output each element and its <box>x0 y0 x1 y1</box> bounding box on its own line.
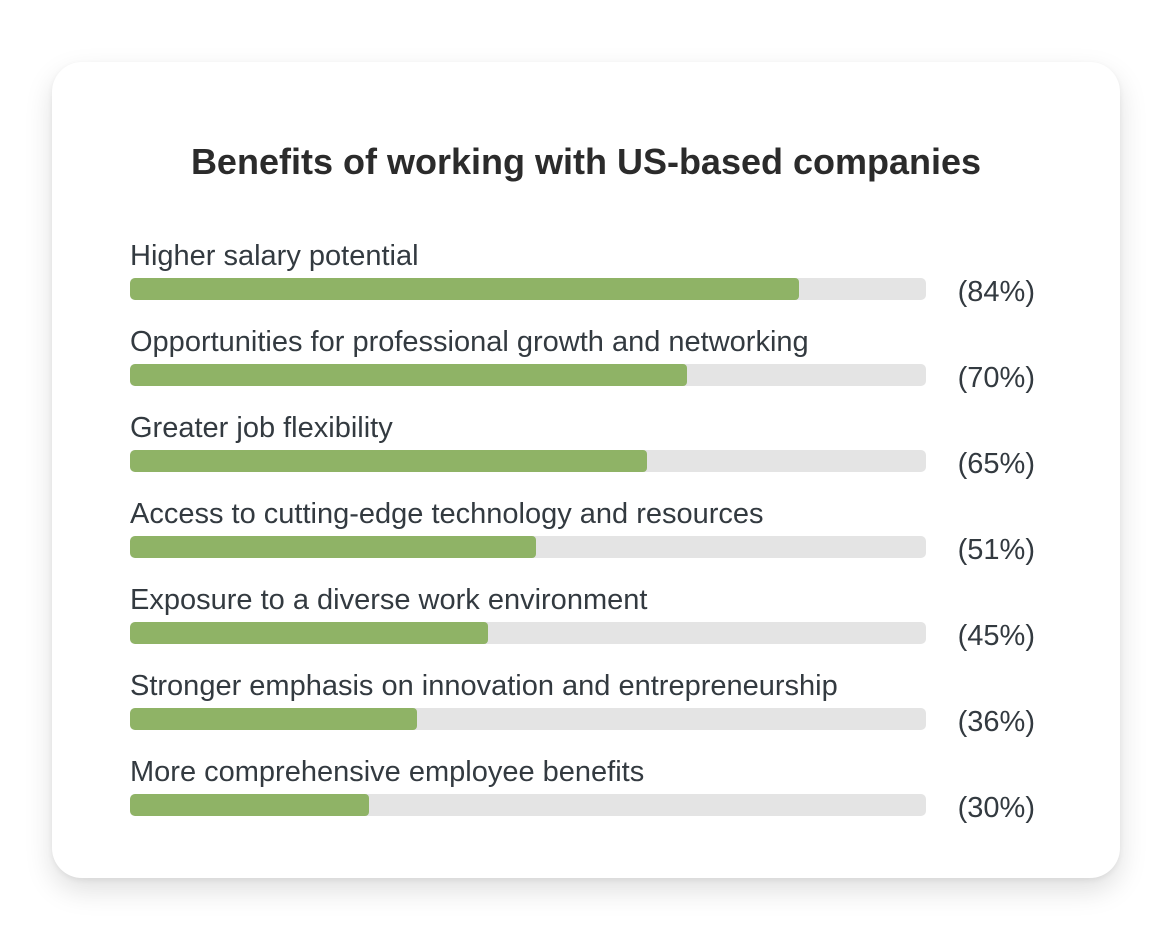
bar-item: More comprehensive employee benefits (30%… <box>130 754 1090 840</box>
bar-track <box>130 622 926 644</box>
bar-label: Access to cutting-edge technology and re… <box>130 498 764 530</box>
bar-item: Higher salary potential (84%) <box>130 238 1090 324</box>
chart-card: Benefits of working with US-based compan… <box>52 62 1120 878</box>
bar-fill <box>130 708 417 730</box>
bar-track <box>130 278 926 300</box>
bar-value-label: (45%) <box>957 620 1035 652</box>
bar-track <box>130 708 926 730</box>
bar-fill <box>130 278 799 300</box>
bar-label: Stronger emphasis on innovation and entr… <box>130 670 838 702</box>
bar-label: Higher salary potential <box>130 240 419 272</box>
bar-fill <box>130 364 688 386</box>
bar-item: Exposure to a diverse work environment (4… <box>130 582 1090 668</box>
bar-list: Higher salary potential (84%) Opportunitie… <box>130 238 1090 840</box>
bar-fill <box>130 622 489 644</box>
bar-fill <box>130 450 648 472</box>
bar-track <box>130 364 926 386</box>
bar-item: Stronger emphasis on innovation and entr… <box>130 668 1090 754</box>
bar-track <box>130 450 926 472</box>
bar-fill <box>130 794 369 816</box>
bar-label: Exposure to a diverse work environment <box>130 584 648 616</box>
bar-label: Greater job flexibility <box>130 412 393 444</box>
bar-value-label: (65%) <box>957 448 1035 480</box>
bar-track <box>130 794 926 816</box>
bar-item: Access to cutting-edge technology and re… <box>130 496 1090 582</box>
bar-value-label: (70%) <box>957 362 1035 394</box>
chart-title: Benefits of working with US-based compan… <box>190 141 982 182</box>
bar-label: More comprehensive employee benefits <box>130 756 645 788</box>
bar-item: Greater job flexibility (65%) <box>130 410 1090 496</box>
bar-fill <box>130 536 536 558</box>
bar-value-label: (51%) <box>957 534 1035 566</box>
bar-value-label: (36%) <box>957 706 1035 738</box>
bar-value-label: (30%) <box>957 792 1035 824</box>
bar-item: Opportunities for professional growth an… <box>130 324 1090 410</box>
bar-value-label: (84%) <box>957 276 1035 308</box>
bar-track <box>130 536 926 558</box>
bar-label: Opportunities for professional growth an… <box>130 326 809 358</box>
